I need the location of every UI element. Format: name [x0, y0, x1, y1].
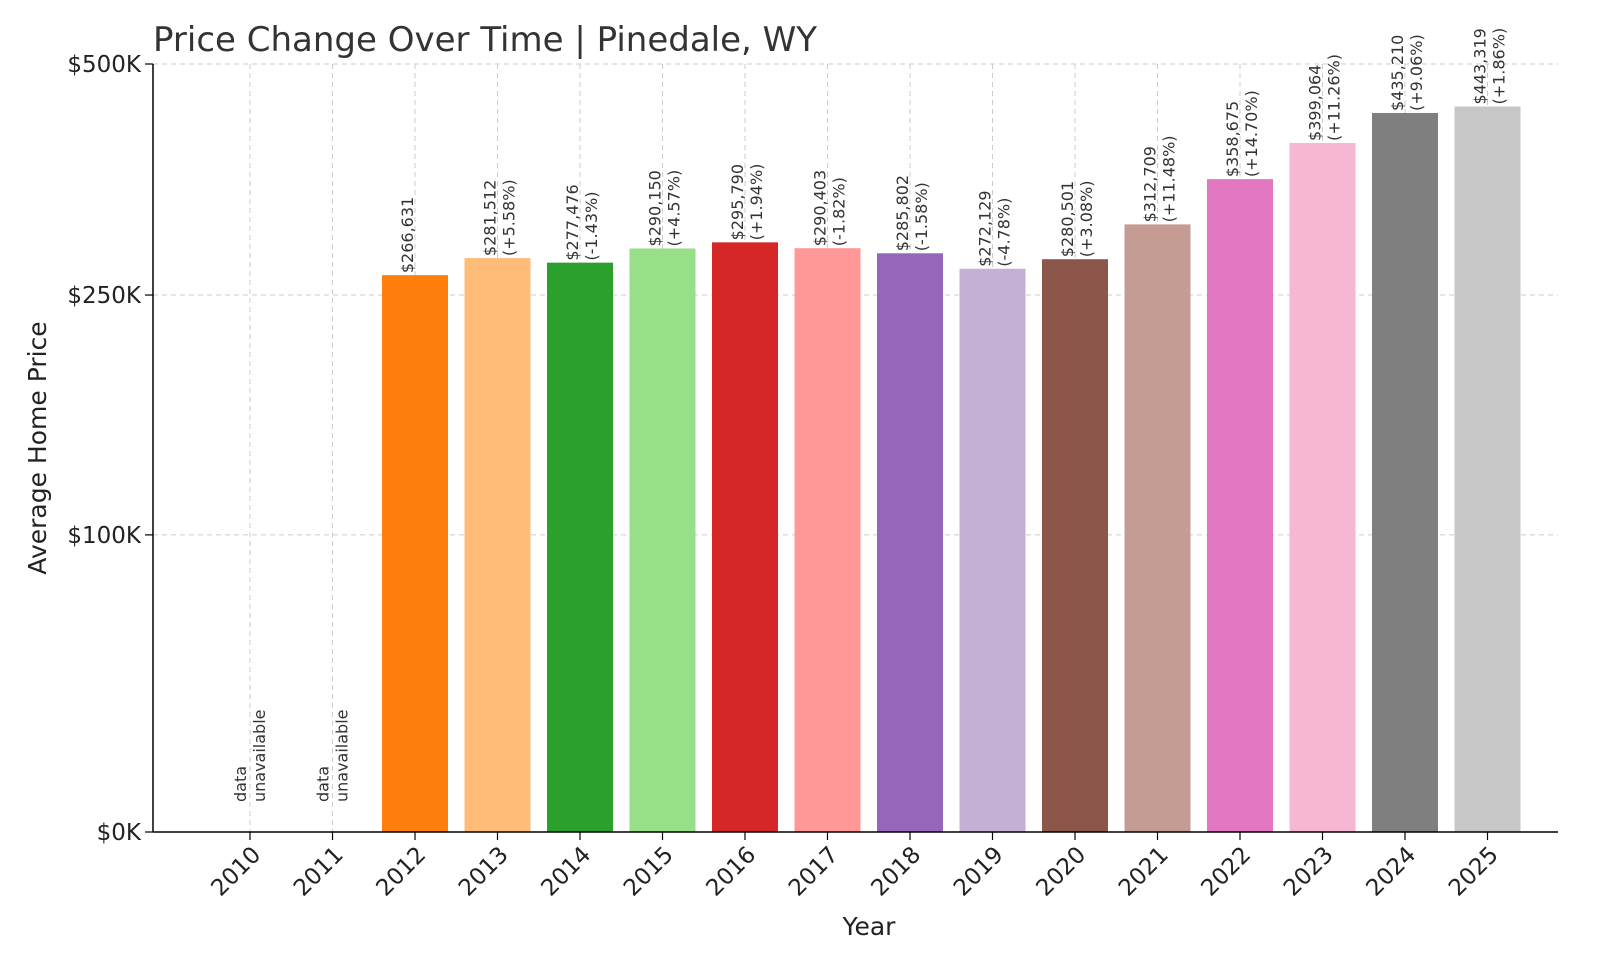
x-tick-label: 2021 [1114, 842, 1174, 902]
data-label-2023: $399,064(+11.26%) [1306, 54, 1344, 141]
data-label-2017: $290,403(-1.82%) [811, 170, 849, 246]
tick-layer: $0K $100K $250K $500K 2010 2011 2012 2013 2014 20… [67, 52, 1503, 902]
data-label-2025: $443,319(+1.86%) [1471, 28, 1509, 105]
x-axis-label: Year [842, 912, 897, 941]
bar-2020 [1042, 259, 1108, 832]
x-tick-label: 2019 [949, 842, 1009, 902]
axis-layer [152, 64, 1558, 833]
bar-layer [382, 106, 1521, 833]
y-tick-label: $100K [67, 523, 142, 549]
y-tick-label: $500K [67, 52, 142, 78]
data-label-2022: $358,675(+14.70%) [1223, 90, 1261, 177]
data-label-2024: $435,210(+9.06%) [1388, 34, 1426, 111]
y-axis-label: Average Home Price [23, 321, 52, 574]
x-tick-label: 2023 [1279, 842, 1339, 902]
data-label-2012: $266,631 [398, 197, 417, 273]
x-tick-label: 2025 [1444, 842, 1504, 902]
x-tick-label: 2014 [536, 842, 596, 902]
bar-2012 [382, 275, 448, 833]
x-tick-label: 2016 [701, 842, 761, 902]
x-tick-label: 2022 [1196, 842, 1256, 902]
label-layer: dataunavailable dataunavailable $266,631 $2… [231, 28, 1509, 802]
data-label-2016: $295,790(+1.94%) [728, 164, 766, 241]
x-tick-label: 2012 [371, 842, 431, 902]
y-tick-label: $250K [67, 283, 142, 309]
bar-2017 [794, 248, 861, 832]
data-label-2019: $272,129(-4.78%) [976, 190, 1014, 266]
x-tick-label: 2017 [784, 842, 844, 902]
bar-2015 [629, 248, 696, 832]
bar-2024 [1372, 112, 1438, 833]
bar-2019 [959, 268, 1026, 833]
x-tick-label: 2010 [206, 842, 266, 902]
bar-2013 [464, 258, 531, 832]
x-tick-label: 2011 [289, 842, 349, 902]
x-tick-label: 2024 [1361, 842, 1421, 902]
x-tick-label: 2018 [866, 842, 926, 902]
chart-title: Price Change Over Time | Pinedale, WY [153, 20, 817, 60]
x-tick-label: 2020 [1031, 842, 1091, 902]
bar-2014 [547, 262, 613, 833]
data-label-2014: $277,476(-1.43%) [563, 184, 601, 260]
bar-2022 [1207, 179, 1273, 832]
x-tick-label: 2013 [454, 842, 514, 902]
unavailable-label: dataunavailable [231, 710, 269, 803]
bar-2016 [712, 242, 778, 832]
bar-2025 [1454, 106, 1521, 832]
bar-2021 [1124, 224, 1191, 833]
bar-2023 [1289, 142, 1356, 833]
data-label-2020: $280,501(+3.08%) [1058, 180, 1096, 257]
unavailable-label: dataunavailable [314, 710, 352, 803]
bar-2018 [877, 253, 943, 832]
data-label-2021: $312,709(+11.48%) [1141, 135, 1179, 222]
data-label-2018: $285,802(-1.58%) [893, 175, 931, 251]
y-tick-label: $0K [97, 820, 142, 846]
x-tick-label: 2015 [619, 842, 679, 902]
data-label-2015: $290,150(+4.57%) [646, 170, 684, 247]
data-label-2013: $281,512(+5.58%) [481, 179, 519, 256]
